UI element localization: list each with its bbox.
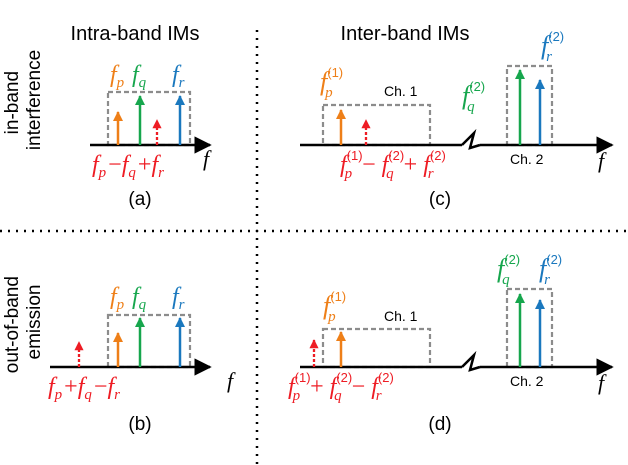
label-fq2: f(2) q (497, 252, 520, 288)
label-fp: fp (110, 284, 125, 313)
channel-label-1: Ch. 1 (384, 308, 418, 324)
im-expression: fp−fq+fr (92, 152, 164, 181)
row-label-in-line2: interference (24, 50, 45, 150)
panel-label-c: (c) (429, 189, 451, 210)
panel-d: f Ch. 1 Ch. 2 f(1) p f(2) q f(2) r f(1) p + f(… (288, 252, 614, 435)
panel-b: f fp fq fr fp+fq−fr (b) (48, 284, 236, 435)
row-label-out-of-band: out-of-band emission (2, 271, 45, 373)
label-fp1: f(1) p (323, 289, 346, 325)
label-fp: fp (110, 62, 125, 91)
label-fr2: f(2) r (541, 29, 564, 65)
row-label-in-band: in-band interference (2, 50, 45, 150)
sub-q: q (139, 75, 147, 91)
panel-a: f fp fq fr fp−fq+fr (a) (90, 62, 212, 210)
sub-p: p (116, 75, 125, 91)
label-fr: fr (172, 62, 185, 91)
channel-box-2 (505, 64, 554, 147)
axis-label-f: f (598, 148, 607, 173)
im-expression: fp+fq−fr (48, 374, 120, 403)
axis-break (461, 350, 481, 372)
label-fr: fr (172, 284, 185, 313)
channel-box-1 (321, 327, 432, 369)
im-expression: f(1) p − f(2) q + f(2) r (340, 148, 446, 182)
axis-label-f: f (598, 370, 607, 395)
channel-label-1: Ch. 1 (384, 83, 418, 99)
heading-inter: Inter-band IMs (341, 23, 470, 45)
im-expression: f(1) p + f(2) q − f(2) r (288, 370, 394, 404)
label-fq: fq (132, 284, 147, 313)
channel-label-2: Ch. 2 (510, 151, 544, 167)
label-fp1: f(1) p (320, 65, 343, 101)
row-label-out-line1: out-of-band (2, 276, 23, 373)
sub-r: r (179, 75, 185, 91)
channel-box (106, 90, 192, 147)
label-fr2: f(2) r (539, 252, 562, 288)
panel-c: f Ch. 1 Ch. 2 f(1) p f(2) q f(2) r f(1) p − f(… (300, 29, 614, 210)
panel-label-a: (a) (128, 189, 151, 210)
heading-intra: Intra-band IMs (71, 23, 200, 45)
channel-box-1 (321, 103, 432, 147)
panel-label-d: (d) (428, 414, 451, 435)
row-label-out-line2: emission (24, 285, 45, 360)
label-fq2: f(2) q (462, 79, 485, 115)
channel-box (106, 313, 192, 369)
axis-break (461, 128, 481, 150)
channel-box-2 (505, 287, 554, 369)
label-fq: fq (132, 62, 147, 91)
axis-label-f: f (203, 146, 212, 171)
axis-label-f: f (227, 368, 236, 393)
panel-label-b: (b) (128, 414, 151, 435)
row-label-in-line1: in-band (2, 71, 23, 134)
channel-label-2: Ch. 2 (510, 373, 544, 389)
